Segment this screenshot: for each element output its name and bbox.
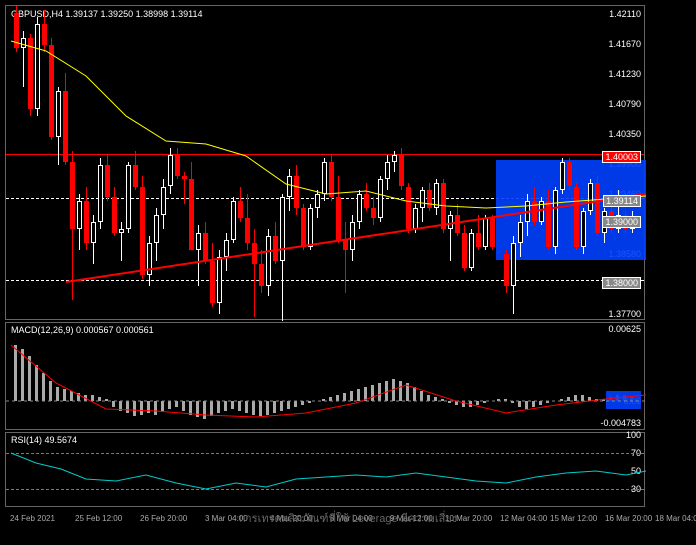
price-tag: 1.39114 [603,195,641,207]
rsi-overlay [6,433,646,508]
macd-overlay [6,323,646,431]
price-tag: 1.39000 [602,216,641,228]
main-overlay [6,6,646,321]
rsi-chart[interactable]: RSI(14) 49.5674 100705030 [5,432,645,507]
macd-chart[interactable]: MACD(12,26,9) 0.000567 0.000561 0.006250… [5,322,645,430]
watermark-text: การเทรดผลิตภัณฑ์ที่ใช้ Leverage มีความเส… [239,509,457,527]
price-tag: 1.38000 [602,277,641,289]
main-price-chart[interactable]: GBPUSD,H4 1.39137 1.39250 1.38998 1.3911… [5,5,645,320]
price-tag: 1.40003 [602,151,641,163]
